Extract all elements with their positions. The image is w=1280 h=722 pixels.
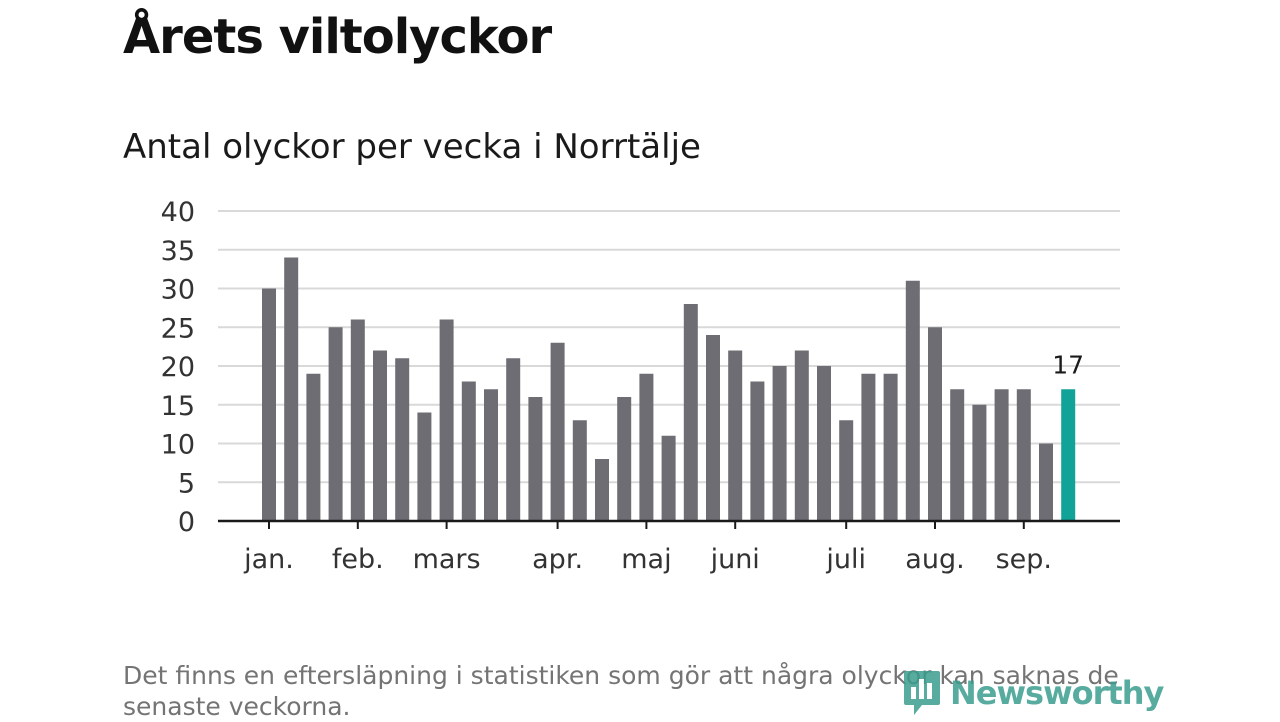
bar <box>306 373 321 521</box>
bar <box>395 358 410 521</box>
bar <box>1016 389 1031 521</box>
bar <box>883 373 898 521</box>
logo-text: Newsworthy <box>950 674 1164 712</box>
bar <box>1061 389 1076 521</box>
bar <box>328 327 343 521</box>
x-tick-label: juni <box>710 544 760 575</box>
x-tick-label: apr. <box>532 544 583 575</box>
bar <box>262 288 276 521</box>
y-tick-label: 0 <box>178 507 195 538</box>
bar <box>928 327 942 521</box>
y-tick-label: 15 <box>161 391 195 422</box>
x-axis-tick-labels: jan. feb. mars apr. maj juni juli aug. sep. <box>243 544 1052 575</box>
bar <box>817 366 831 521</box>
bar <box>661 435 676 521</box>
bar <box>350 319 365 521</box>
x-tick-label: jan. <box>243 544 294 575</box>
y-axis-tick-labels: 0 5 10 15 20 25 30 35 40 <box>161 197 195 538</box>
bar <box>550 342 565 521</box>
x-tick-label: feb. <box>332 544 384 575</box>
bar <box>750 381 765 521</box>
bar <box>972 404 987 521</box>
bar <box>683 304 698 521</box>
x-tick-label: juli <box>825 544 866 575</box>
x-tick-label: aug. <box>905 544 964 575</box>
bar <box>839 420 854 521</box>
highlight-data-label: 17 <box>1052 350 1084 379</box>
bar <box>417 412 432 521</box>
bar <box>1039 443 1053 521</box>
y-tick-label: 20 <box>161 352 195 383</box>
bar <box>639 373 654 521</box>
bars <box>262 257 1076 521</box>
data-labels: 17 <box>1052 350 1084 379</box>
x-axis <box>218 519 1120 529</box>
bar <box>617 397 632 521</box>
bar <box>373 350 387 521</box>
y-tick-label: 5 <box>178 468 195 499</box>
bar <box>794 350 809 521</box>
bar <box>994 389 1009 521</box>
bar <box>905 280 920 521</box>
bar <box>461 381 476 521</box>
y-tick-label: 40 <box>161 197 195 228</box>
bar <box>572 420 587 521</box>
bar <box>484 389 498 521</box>
bar <box>528 397 543 521</box>
y-tick-label: 35 <box>161 236 195 267</box>
y-tick-label: 30 <box>161 275 195 306</box>
bar <box>706 335 720 521</box>
bar <box>772 366 787 521</box>
bar <box>439 319 454 521</box>
chart-subtitle: Antal olyckor per vecka i Norrtälje <box>123 127 701 167</box>
x-tick-label: maj <box>621 544 671 575</box>
bar <box>950 389 965 521</box>
newsworthy-logo-icon <box>904 671 940 715</box>
bar <box>595 459 609 521</box>
bar-chart: 0 5 10 15 20 25 30 35 40 jan. feb. mars apr. maj juni… <box>161 197 1120 575</box>
y-tick-label: 25 <box>161 313 195 344</box>
footnote: Det finns en eftersläpning i statistiken… <box>123 661 1119 721</box>
bar <box>284 257 299 521</box>
x-tick-label: mars <box>413 544 481 575</box>
bar <box>506 358 521 521</box>
bar <box>728 350 743 521</box>
y-tick-label: 10 <box>161 430 195 461</box>
x-tick-label: sep. <box>996 544 1052 575</box>
gridlines <box>218 210 1120 484</box>
newsworthy-logo: Newsworthy <box>902 669 1164 717</box>
bar <box>861 373 876 521</box>
chart-title: Årets viltolyckor <box>123 9 552 65</box>
